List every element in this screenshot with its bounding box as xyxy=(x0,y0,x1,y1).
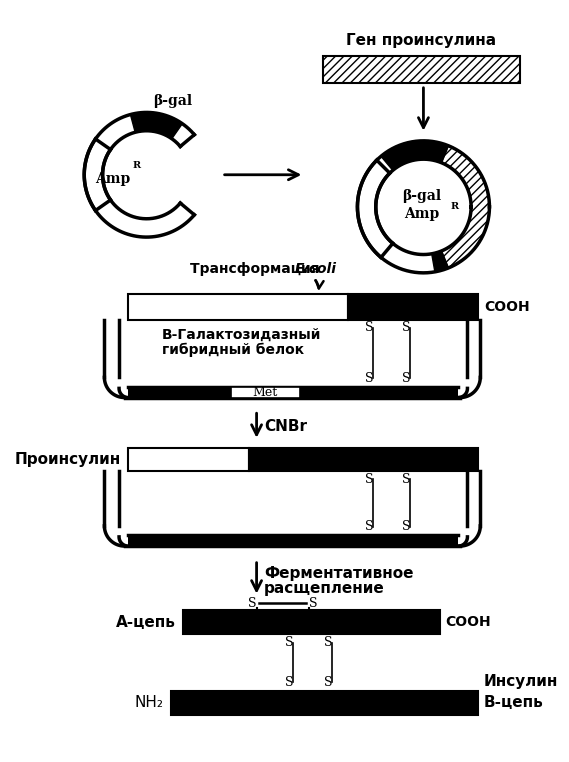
Bar xyxy=(231,386,300,398)
Text: CNBr: CNBr xyxy=(264,419,307,434)
Bar xyxy=(128,294,348,319)
Bar xyxy=(128,535,458,546)
Text: Amp: Amp xyxy=(95,172,130,187)
Text: S: S xyxy=(365,322,374,335)
Text: E.coli: E.coli xyxy=(295,262,337,276)
Text: Ген проинсулина: Ген проинсулина xyxy=(346,34,496,48)
Text: R: R xyxy=(133,161,141,170)
Text: β-gal: β-gal xyxy=(152,94,192,108)
Bar xyxy=(171,691,479,715)
Bar xyxy=(128,448,249,471)
Text: S: S xyxy=(324,636,332,649)
Text: S: S xyxy=(285,636,294,649)
Polygon shape xyxy=(84,139,110,210)
Text: Ферментативное: Ферментативное xyxy=(264,566,414,581)
Text: COOH: COOH xyxy=(446,615,491,629)
Text: S: S xyxy=(365,472,374,485)
Bar xyxy=(348,294,479,319)
Text: S: S xyxy=(248,597,256,610)
Text: S: S xyxy=(402,322,410,335)
Text: Инсулин: Инсулин xyxy=(484,674,558,690)
Text: Amp: Amp xyxy=(404,207,439,221)
Text: расщепление: расщепление xyxy=(264,581,385,596)
Text: А-цепь: А-цепь xyxy=(116,615,176,629)
Polygon shape xyxy=(381,141,435,171)
Text: R: R xyxy=(451,203,459,211)
Polygon shape xyxy=(432,251,448,272)
Text: В-Галактозидазный: В-Галактозидазный xyxy=(162,328,321,342)
Text: COOH: COOH xyxy=(484,299,530,314)
Text: β-gal: β-gal xyxy=(402,189,441,203)
Text: S: S xyxy=(365,372,374,385)
Text: Met: Met xyxy=(253,386,278,399)
Text: S: S xyxy=(402,372,410,385)
Text: S: S xyxy=(285,676,294,689)
Polygon shape xyxy=(130,113,182,139)
Text: S: S xyxy=(402,520,410,533)
Text: В-цепь: В-цепь xyxy=(484,696,544,710)
Bar xyxy=(323,56,519,83)
Polygon shape xyxy=(442,146,489,268)
Text: S: S xyxy=(402,472,410,485)
Bar xyxy=(249,448,479,471)
Text: S: S xyxy=(365,520,374,533)
Text: Трансформация: Трансформация xyxy=(189,262,324,276)
Polygon shape xyxy=(357,160,393,258)
Bar xyxy=(183,610,440,634)
Text: S: S xyxy=(324,676,332,689)
Polygon shape xyxy=(432,142,448,162)
Text: NH₂: NH₂ xyxy=(135,696,164,710)
Bar xyxy=(128,386,458,398)
Text: гибридный белок: гибридный белок xyxy=(162,343,304,357)
Text: S: S xyxy=(309,597,318,610)
Text: Проинсулин: Проинсулин xyxy=(15,452,121,467)
